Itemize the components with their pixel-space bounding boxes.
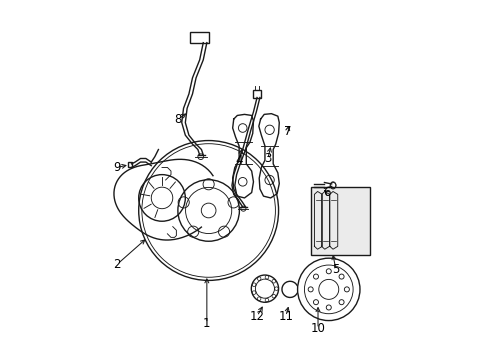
Text: 4: 4 xyxy=(235,154,243,167)
Text: 12: 12 xyxy=(249,310,264,323)
Bar xyxy=(252,90,261,98)
Text: 10: 10 xyxy=(310,322,325,335)
Text: 2: 2 xyxy=(113,258,121,271)
Bar xyxy=(310,187,369,255)
Bar xyxy=(128,162,132,167)
Text: 7: 7 xyxy=(283,125,291,138)
Text: 6: 6 xyxy=(323,186,330,199)
Text: 8: 8 xyxy=(174,113,182,126)
Text: 9: 9 xyxy=(113,161,121,174)
Text: 11: 11 xyxy=(278,310,293,323)
Text: 3: 3 xyxy=(264,152,271,165)
Text: 5: 5 xyxy=(331,263,339,276)
Text: 1: 1 xyxy=(203,317,210,330)
Bar xyxy=(189,32,209,42)
